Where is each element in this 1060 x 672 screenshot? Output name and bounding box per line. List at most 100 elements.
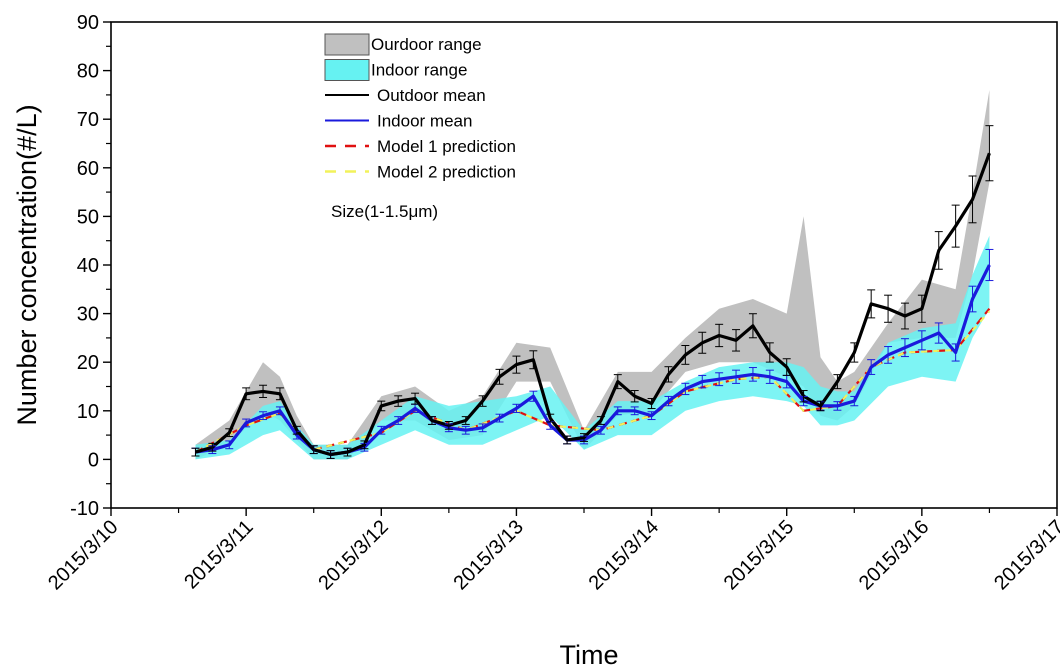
legend-item: Ourdoor range xyxy=(324,33,482,56)
point-outdoor-mean xyxy=(259,384,268,398)
legend-item: Model 1 prediction xyxy=(325,137,516,156)
point-outdoor-mean xyxy=(191,447,200,457)
point-indoor-mean xyxy=(884,346,893,364)
point-outdoor-mean xyxy=(934,231,943,270)
point-outdoor-mean xyxy=(309,445,318,455)
legend-item: Outdoor mean xyxy=(325,86,486,105)
point-outdoor-mean xyxy=(580,433,588,442)
point-outdoor-mean xyxy=(427,416,436,425)
point-outdoor-mean xyxy=(292,425,301,435)
point-indoor-mean xyxy=(968,285,977,313)
point-outdoor-mean xyxy=(444,420,453,430)
x-axis: 2015/3/10 2015/3/11 2015/3/12 2015/3/13 2015… xyxy=(44,508,1060,594)
point-indoor-mean xyxy=(833,401,842,411)
point-outdoor-mean xyxy=(833,374,842,390)
point-indoor-mean xyxy=(529,390,538,402)
point-outdoor-mean xyxy=(596,416,605,425)
point-outdoor-mean xyxy=(968,175,977,224)
y-tick-label: 50 xyxy=(77,206,99,228)
point-indoor-mean xyxy=(461,425,470,435)
point-outdoor-mean xyxy=(495,368,504,385)
point-indoor-mean xyxy=(630,406,639,416)
y-axis-title: Number concentration(#/L) xyxy=(12,104,42,425)
point-outdoor-mean xyxy=(732,329,741,352)
point-indoor-mean xyxy=(850,395,859,407)
point-outdoor-mean xyxy=(461,416,470,425)
point-outdoor-mean xyxy=(647,397,656,410)
point-outdoor-mean xyxy=(394,395,403,407)
y-tick-label: 10 xyxy=(77,401,99,423)
legend-item: Model 2 prediction xyxy=(325,163,516,182)
legend-label: Ourdoor range xyxy=(371,35,482,54)
point-indoor-mean xyxy=(242,418,251,428)
point-indoor-mean xyxy=(681,382,690,396)
point-outdoor-mean xyxy=(782,358,791,376)
point-outdoor-mean xyxy=(512,355,521,374)
point-outdoor-mean xyxy=(326,450,335,459)
point-outdoor-mean xyxy=(698,331,707,354)
point-indoor-mean xyxy=(867,359,876,375)
point-outdoor-mean xyxy=(563,435,572,445)
point-indoor-mean xyxy=(495,413,504,423)
point-indoor-mean xyxy=(765,369,774,384)
legend-label: Indoor range xyxy=(371,61,467,80)
point-outdoor-mean xyxy=(765,342,774,363)
point-outdoor-mean xyxy=(613,374,622,390)
point-indoor-mean xyxy=(647,411,656,421)
x-tick-label: 2015/3/14 xyxy=(585,516,663,594)
y-tick-label: 20 xyxy=(77,352,99,374)
point-outdoor-mean xyxy=(225,428,234,438)
legend: Ourdoor range Indoor range Outdoor mean Ind… xyxy=(324,33,516,182)
y-tick-label: 40 xyxy=(77,255,99,277)
point-outdoor-mean xyxy=(917,294,926,323)
x-tick-label: 2015/3/12 xyxy=(314,516,392,594)
point-indoor-mean xyxy=(478,423,487,433)
point-indoor-mean xyxy=(951,343,960,362)
point-outdoor-mean xyxy=(748,313,757,339)
point-indoor-mean xyxy=(596,425,605,435)
point-indoor-mean xyxy=(664,395,673,407)
point-indoor-mean xyxy=(275,406,284,416)
y-tick-label: 0 xyxy=(88,449,99,471)
x-tick-label: 2015/3/15 xyxy=(720,516,798,594)
x-tick-label: 2015/3/13 xyxy=(449,516,527,594)
point-indoor-mean xyxy=(917,330,926,351)
point-indoor-mean xyxy=(394,416,403,425)
point-outdoor-mean xyxy=(715,323,724,348)
point-outdoor-mean xyxy=(275,387,284,401)
point-outdoor-mean xyxy=(799,390,808,403)
point-outdoor-mean xyxy=(816,400,825,412)
point-outdoor-mean xyxy=(664,366,673,383)
size-annotation: Size(1-1.5μm) xyxy=(331,202,438,221)
point-outdoor-mean xyxy=(360,440,369,450)
point-indoor-mean xyxy=(934,322,943,344)
point-outdoor-mean xyxy=(242,387,251,401)
y-tick-label: 80 xyxy=(77,61,99,83)
point-outdoor-mean xyxy=(529,350,538,370)
series-lines xyxy=(194,152,991,457)
series-line-model-1-prediction xyxy=(194,308,991,454)
point-outdoor-mean xyxy=(681,345,690,365)
point-outdoor-mean xyxy=(900,302,909,330)
point-indoor-mean xyxy=(613,406,622,416)
legend-label: Model 2 prediction xyxy=(377,163,516,182)
legend-label: Outdoor mean xyxy=(377,86,486,105)
point-indoor-mean xyxy=(732,369,741,384)
y-tick-label: 30 xyxy=(77,304,99,326)
point-indoor-mean xyxy=(900,338,909,358)
legend-label: Model 1 prediction xyxy=(377,137,516,156)
legend-swatch xyxy=(324,33,370,56)
x-tick-label: 2015/3/10 xyxy=(44,516,122,594)
legend-label: Indoor mean xyxy=(377,112,472,131)
point-outdoor-mean xyxy=(850,342,859,363)
y-tick-label: -10 xyxy=(70,498,99,520)
point-outdoor-mean xyxy=(884,294,893,323)
point-outdoor-mean xyxy=(343,447,352,457)
point-outdoor-mean xyxy=(630,390,639,403)
x-tick-label: 2015/3/17 xyxy=(990,516,1060,594)
point-indoor-mean xyxy=(377,425,386,435)
point-outdoor-mean xyxy=(867,289,876,319)
point-outdoor-mean xyxy=(377,400,386,412)
error-bars xyxy=(191,125,994,459)
point-indoor-mean xyxy=(985,248,994,282)
